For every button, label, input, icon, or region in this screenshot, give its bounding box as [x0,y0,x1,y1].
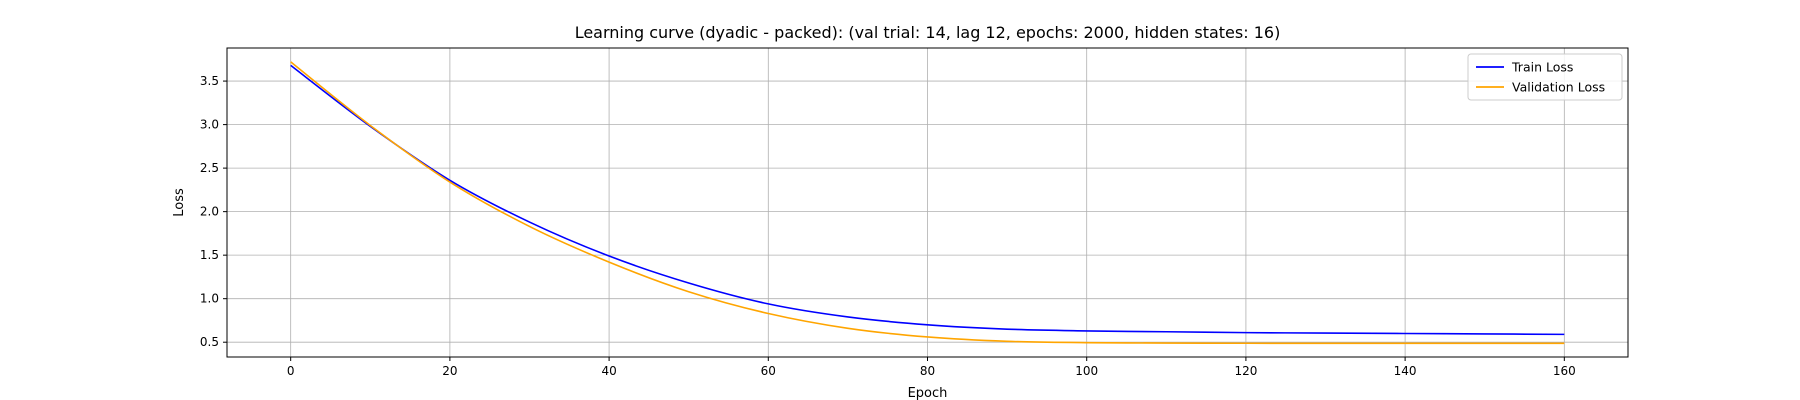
y-tick-label: 1.0 [200,292,219,306]
x-tick-label: 40 [601,364,616,378]
chart-title: Learning curve (dyadic - packed): (val t… [575,23,1281,42]
legend: Train Loss Validation Loss [1467,53,1623,101]
x-tick-label: 120 [1234,364,1257,378]
x-axis-ticks: 0 20 40 60 80 100 120 140 160 [287,357,1576,378]
y-tick-label: 3.0 [200,118,219,132]
legend-label-validation-loss: Validation Loss [1512,80,1605,95]
x-tick-label: 20 [442,364,457,378]
x-tick-label: 80 [920,364,935,378]
x-tick-label: 0 [287,364,295,378]
y-tick-label: 1.5 [200,248,219,262]
x-axis-label: Epoch [908,386,948,400]
legend-label-train-loss: Train Loss [1511,60,1573,75]
series-line-validation-loss [290,61,1565,345]
series-line-train-loss [290,64,1565,336]
x-tick-label: 140 [1394,364,1417,378]
y-tick-label: 2.0 [200,205,219,219]
y-tick-label: 3.5 [200,74,219,88]
series-layer [290,61,1565,345]
x-tick-label: 60 [761,364,776,378]
y-axis-label: Loss [172,188,187,217]
y-axis-ticks: 0.5 1.0 1.5 2.0 2.5 3.0 3.5 [200,74,227,349]
grid-lines [227,48,1628,357]
legend-box [1467,53,1623,101]
y-tick-label: 0.5 [200,335,219,349]
y-tick-label: 2.5 [200,161,219,175]
x-tick-label: 100 [1075,364,1098,378]
x-tick-label: 160 [1553,364,1576,378]
